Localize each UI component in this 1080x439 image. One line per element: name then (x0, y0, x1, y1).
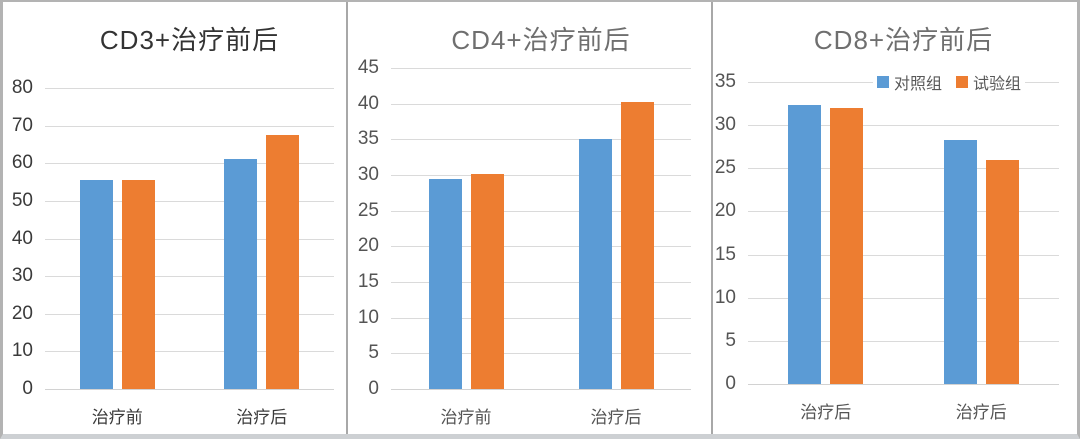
gridline (748, 168, 1059, 170)
y-tick-label: 20 (714, 200, 736, 222)
y-tick-label: 10 (11, 340, 33, 362)
y-tick-label: 30 (714, 114, 736, 136)
gridline (391, 353, 691, 355)
gridline (391, 246, 691, 248)
bar-试验组-1 (470, 173, 504, 389)
chart-panel-cd8: CD8+治疗前后 0 5 10 15 20 25 30 35 治疗后 治疗后 对照组 试验组 (713, 2, 1077, 434)
y-tick-label: 45 (357, 57, 379, 78)
legend-swatch-icon (956, 76, 969, 88)
y-tick-label: 30 (357, 164, 379, 185)
gridline (748, 254, 1059, 256)
category-label: 治疗前 (440, 408, 492, 427)
gridline (748, 211, 1059, 213)
gridline (391, 139, 691, 141)
gridline (391, 175, 691, 176)
gridline (45, 125, 334, 127)
x-axis-line (391, 389, 691, 390)
legend-swatch-icon (877, 76, 889, 88)
bar-对照组-2 (943, 139, 977, 384)
gridline (391, 282, 691, 283)
chart-title-cd4: CD4+治疗前后 (451, 25, 631, 55)
y-tick-label: 40 (357, 92, 379, 114)
y-tick-label: 35 (357, 128, 379, 150)
y-tick-label: 40 (11, 227, 33, 249)
gridline (45, 351, 334, 353)
bar-对照组-1 (428, 179, 462, 389)
chart-title-cd8: CD8+治疗前后 (813, 25, 994, 55)
gridline (748, 125, 1059, 127)
y-tick-label: 5 (368, 342, 379, 364)
legend-label: 试验组 (973, 76, 1022, 93)
bar-试验组-2 (620, 102, 654, 389)
bar-试验组-2 (985, 159, 1019, 384)
y-tick-label: 10 (714, 286, 736, 308)
y-tick-label: 0 (22, 378, 33, 399)
bar-试验组-1 (121, 179, 155, 389)
x-axis-line (748, 384, 1059, 385)
legend: 对照组 试验组 (873, 70, 1026, 94)
y-tick-label: 0 (725, 373, 736, 394)
gridline (45, 163, 334, 165)
gridline (45, 238, 334, 240)
y-tick-label: 80 (11, 77, 33, 98)
gridline (391, 103, 691, 105)
chart-panel-cd3: CD3+治疗前后 0 10 20 30 40 50 60 70 80 治疗前 治疗后 (3, 2, 348, 434)
gridline (391, 68, 691, 69)
gridline (748, 297, 1059, 299)
legend-label: 对照组 (894, 76, 943, 93)
gridline (391, 317, 691, 319)
y-tick-label: 15 (357, 271, 379, 292)
y-tick-label: 20 (11, 302, 33, 324)
y-tick-label: 10 (357, 306, 379, 328)
y-tick-label: 5 (725, 329, 736, 351)
y-tick-label: 60 (11, 152, 33, 174)
gridline (45, 200, 334, 202)
y-tick-label: 35 (714, 71, 736, 92)
y-tick-label: 20 (357, 235, 379, 257)
category-label: 治疗后 (236, 408, 288, 427)
gridline (45, 88, 334, 89)
bar-试验组-1 (830, 107, 864, 384)
bar-对照组-1 (788, 105, 822, 384)
chart-title-cd3: CD3+治疗前后 (99, 25, 280, 55)
category-label: 治疗后 (800, 403, 852, 422)
y-tick-label: 15 (714, 243, 736, 265)
gridline (748, 340, 1059, 342)
y-tick-label: 0 (368, 378, 379, 399)
category-label: 治疗后 (590, 408, 642, 427)
y-tick-label: 25 (357, 199, 379, 221)
gridline (45, 276, 334, 278)
y-tick-label: 30 (11, 265, 33, 287)
bar-对照组-1 (79, 180, 113, 389)
category-label: 治疗后 (955, 403, 1007, 422)
x-axis-line (45, 389, 334, 390)
y-tick-label: 25 (714, 157, 736, 179)
gridline (391, 210, 691, 212)
legend-item-试验组: 试验组 (956, 70, 1021, 94)
y-tick-label: 70 (11, 114, 33, 136)
y-tick-label: 50 (11, 189, 33, 211)
legend-item-对照组: 对照组 (877, 70, 942, 94)
bar-对照组-2 (224, 159, 258, 389)
bar-试验组-2 (266, 134, 300, 389)
bar-对照组-2 (578, 139, 612, 389)
category-label: 治疗前 (91, 408, 143, 427)
gridline (45, 313, 334, 315)
chart-panel-cd4: CD4+治疗前后 0 5 10 15 20 25 30 35 40 45 治疗前 治疗后 (348, 2, 713, 434)
